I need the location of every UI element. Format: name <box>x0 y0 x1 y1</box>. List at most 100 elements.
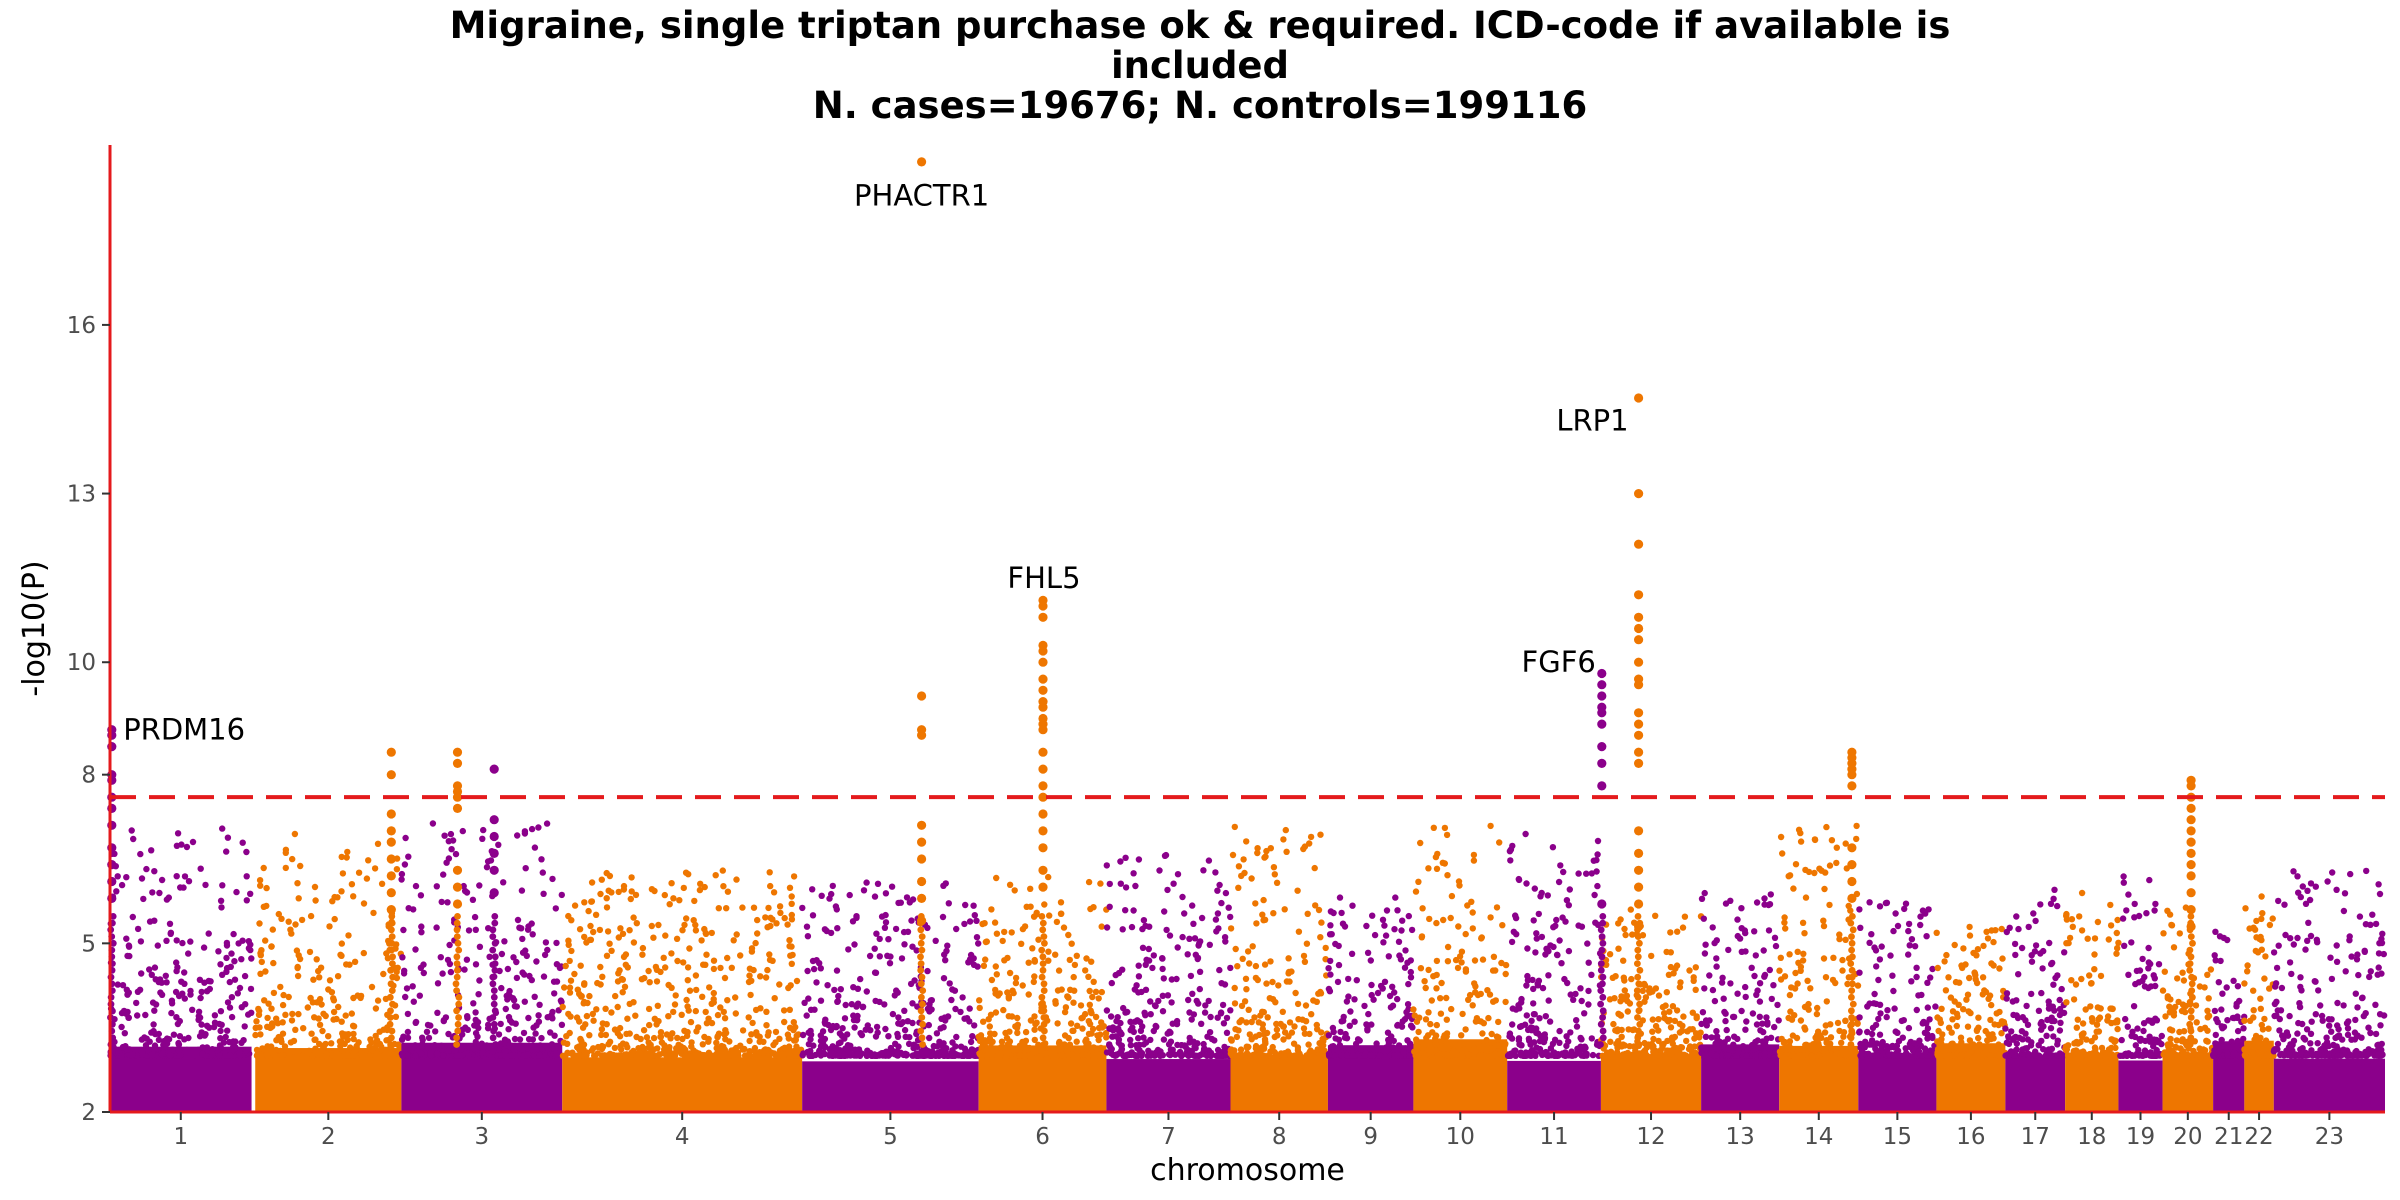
snp-point <box>1934 1046 1942 1053</box>
snp-point <box>1680 1013 1687 1020</box>
snp-point <box>788 900 795 907</box>
snp-point <box>1133 1042 1140 1049</box>
snp-point <box>420 969 427 977</box>
snp-point <box>1127 1018 1134 1025</box>
snp-point <box>1409 1024 1416 1031</box>
snp-point <box>1400 1048 1407 1056</box>
snp-point <box>480 826 487 834</box>
snp-point <box>943 947 950 955</box>
snp-point <box>1663 948 1670 956</box>
snp-point <box>1478 934 1486 941</box>
snp-point <box>166 920 174 927</box>
snp-point <box>1470 857 1478 864</box>
snp-point <box>1955 1001 1962 1008</box>
snp-point <box>1738 905 1745 912</box>
snp-point <box>1418 1044 1426 1051</box>
snp-point <box>842 1001 849 1009</box>
snp-point <box>730 1052 737 1059</box>
snp-point <box>1884 1007 1891 1014</box>
snp-point <box>1260 896 1267 904</box>
chromosome-3-points <box>398 820 566 1112</box>
snp-point <box>1421 1052 1429 1059</box>
snp-point <box>957 1008 964 1016</box>
snp-point <box>1428 997 1436 1004</box>
snp-point <box>2098 1044 2106 1052</box>
snp-point <box>532 1030 539 1037</box>
snp-point <box>914 1003 921 1010</box>
snp-point <box>732 994 739 1001</box>
snp-point <box>1792 969 1799 977</box>
snp-point <box>882 1025 889 1033</box>
snp-point <box>196 1033 204 1040</box>
snp-point <box>939 913 947 921</box>
snp-point <box>1966 923 1973 931</box>
snp-point <box>680 884 687 892</box>
snp-point <box>535 1018 543 1025</box>
snp-point <box>685 871 692 878</box>
snp-point <box>1448 1005 1455 1013</box>
snp-point <box>708 929 715 937</box>
title-line-3: N. cases=19676; N. controls=199116 <box>812 84 1588 127</box>
snp-point <box>1923 933 1930 940</box>
chromosome-5-points <box>799 879 982 1112</box>
snp-point <box>338 888 345 895</box>
snp-point <box>2002 1025 2009 1032</box>
snp-point <box>504 996 511 1003</box>
snp-point <box>1661 1010 1668 1017</box>
snp-point <box>679 927 686 934</box>
snp-point <box>1518 995 1525 1003</box>
snp-point <box>1159 1052 1167 1059</box>
snp-point <box>129 913 136 921</box>
snp-point <box>535 1044 542 1051</box>
snp-point <box>166 1052 173 1059</box>
snp-point <box>971 912 978 919</box>
snp-point <box>1286 1019 1294 1026</box>
snp-point <box>992 1009 1000 1016</box>
snp-point <box>1025 991 1032 998</box>
snp-point <box>1492 1050 1500 1058</box>
snp-point <box>1201 1009 1209 1016</box>
snp-point <box>1341 1034 1349 1041</box>
snp-point <box>344 1052 351 1059</box>
snp-point <box>399 954 406 961</box>
snp-point <box>1945 974 1952 981</box>
snp-point <box>285 993 292 1001</box>
snp-point <box>1988 927 1995 934</box>
snp-point <box>1708 1050 1715 1058</box>
snp-point <box>1254 845 1261 852</box>
snp-point <box>1533 930 1540 937</box>
snp-point <box>1757 1027 1764 1034</box>
snp-point <box>452 850 460 858</box>
snp-point <box>1984 935 1992 942</box>
snp-point <box>578 992 585 1000</box>
snp-point <box>1674 928 1681 935</box>
snp-point <box>1004 1050 1011 1057</box>
snp-point <box>151 868 158 875</box>
snp-point <box>702 1008 709 1016</box>
snp-point <box>1559 914 1566 921</box>
snp-point <box>1385 1036 1392 1044</box>
snp-point <box>381 1052 388 1060</box>
snp-point <box>1866 899 1873 906</box>
snp-point <box>1589 1051 1597 1059</box>
snp-point <box>259 1045 266 1052</box>
snp-point <box>929 1052 936 1059</box>
snp-point <box>1281 1052 1288 1060</box>
snp-point <box>981 1037 988 1045</box>
snp-point <box>2122 1015 2129 1023</box>
snp-point <box>1422 1016 1430 1023</box>
snp-point <box>1698 895 1706 902</box>
snp-point <box>1246 960 1253 967</box>
snp-point <box>1443 1051 1450 1059</box>
snp-point <box>530 1024 537 1031</box>
snp-point <box>510 997 518 1004</box>
snp-point <box>311 883 319 891</box>
snp-point <box>1916 1037 1923 1044</box>
snp-point <box>1405 980 1412 988</box>
snp-point <box>1821 1029 1829 1036</box>
snp-point <box>645 1005 653 1013</box>
snp-point <box>1558 960 1565 967</box>
snp-point <box>471 913 479 921</box>
snp-point <box>1027 1017 1035 1024</box>
snp-point <box>1146 923 1153 930</box>
